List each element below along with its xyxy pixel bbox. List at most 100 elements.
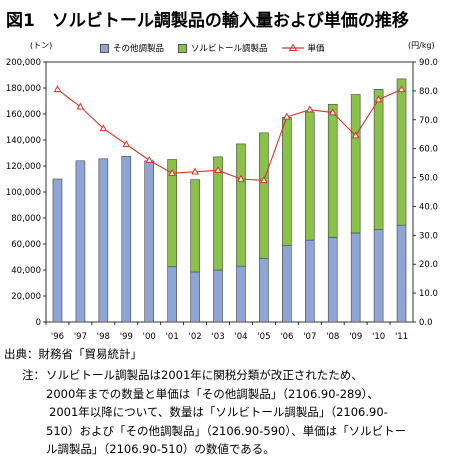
- left-axis-tick-label: 40,000: [11, 266, 41, 276]
- footnote-label: 注：: [22, 368, 45, 382]
- footnote-line: ソルビトール調製品は2001年に関税分類が改正されたため、: [46, 368, 363, 382]
- x-axis-tick-label: '00: [143, 332, 156, 342]
- unit-price-point: [145, 155, 154, 163]
- left-axis-tick-label: 160,000: [6, 110, 41, 120]
- unit-price-point: [282, 112, 291, 120]
- footnote-line: 510）および「その他調製品」（2106.90-590）、単価は「ソルビトー: [46, 423, 407, 438]
- x-axis-tick-label: '11: [395, 332, 408, 342]
- right-axis-tick-label: 40.0: [419, 202, 438, 212]
- unit-price-point: [237, 174, 245, 182]
- bar-sorbitol-preparations: [236, 143, 246, 267]
- x-axis-tick-label: '06: [280, 332, 293, 342]
- bar-other-preparations: [350, 232, 361, 323]
- unit-price-point: [260, 176, 268, 184]
- bar-other-preparations: [259, 257, 269, 323]
- unit-price-point: [328, 108, 337, 116]
- bar-other-preparations: [396, 224, 407, 323]
- footnote-body: ソルビトール調製品は2001年に関税分類が改正されたため、 2000年までの数量…: [46, 366, 444, 459]
- x-axis-tick-label: '99: [120, 332, 133, 342]
- legend: その他調製品 ソルビトール調製品 単価: [100, 42, 325, 54]
- x-axis-tick-label: '08: [326, 332, 339, 342]
- unit-price-point: [191, 167, 199, 175]
- bar-other-preparations: [304, 239, 315, 323]
- right-axis-tick-label: 50.0: [419, 174, 438, 184]
- unit-price-point: [374, 95, 383, 103]
- right-axis-tick-label: 70.0: [419, 116, 438, 126]
- x-axis-tick-label: '10: [372, 332, 385, 342]
- legend-swatch-sorbitol: [178, 43, 188, 53]
- unit-price-point: [351, 131, 360, 139]
- unit-price-line: [57, 88, 402, 182]
- unit-price-point: [76, 102, 85, 110]
- bar-other-preparations: [327, 237, 338, 323]
- left-axis-tick-label: 80,000: [11, 214, 41, 224]
- bar-other-preparations: [121, 155, 132, 323]
- left-axis-tick-label: 140,000: [6, 136, 41, 146]
- right-axis-tick-label: 80.0: [419, 87, 438, 97]
- bar-sorbitol-preparations: [190, 179, 200, 273]
- x-axis-tick-label: '01: [166, 332, 179, 342]
- x-axis-tick-label: '07: [303, 332, 316, 342]
- x-axis-tick-label: '05: [257, 332, 270, 342]
- left-axis-tick-label: 0: [36, 318, 41, 328]
- bar-other-preparations: [282, 245, 292, 323]
- bar-other-preparations: [373, 229, 384, 323]
- x-axis-tick-label: '09: [349, 332, 362, 342]
- left-axis-tick-label: 120,000: [6, 162, 41, 172]
- bar-sorbitol-preparations: [327, 103, 338, 238]
- unit-price-point: [99, 124, 108, 132]
- bar-sorbitol-preparations: [259, 132, 269, 259]
- bar-other-preparations: [52, 178, 63, 323]
- bar-sorbitol-preparations: [396, 78, 407, 226]
- x-axis-tick-label: '04: [234, 332, 247, 342]
- legend-label-other: その他調製品: [113, 44, 165, 54]
- left-axis-tick-label: 200,000: [6, 58, 41, 68]
- bar-other-preparations: [236, 265, 246, 323]
- legend-label-unit-price: 単価: [307, 44, 325, 54]
- x-axis-tick-label: '98: [97, 332, 110, 342]
- left-axis-tick-label: 100,000: [6, 188, 41, 198]
- bar-sorbitol-preparations: [304, 111, 315, 241]
- x-axis-tick-label: '02: [189, 332, 202, 342]
- chart-title: 図1 ソルビトール調製品の輸入量および単価の推移: [6, 11, 409, 31]
- legend-item-unit-price: 単価: [281, 42, 325, 54]
- left-axis-unit: (トン): [30, 41, 53, 50]
- bar-other-preparations: [98, 158, 109, 323]
- left-axis-tick-label: 180,000: [6, 84, 41, 94]
- footnote-line: 2000年までの数量と単価は「その他調製品」（2106.90-289）、: [46, 386, 379, 401]
- unit-price-point: [214, 166, 222, 174]
- unit-price-point: [168, 168, 177, 176]
- unit-price-point: [122, 140, 131, 148]
- x-axis-tick-label: '03: [211, 332, 224, 342]
- source-note: 出典：財務省「貿易統計」: [4, 347, 142, 361]
- bar-other-preparations: [167, 266, 177, 323]
- bar-sorbitol-preparations: [350, 94, 361, 234]
- unit-price-point: [397, 85, 406, 93]
- right-axis-tick-label: 30.0: [419, 231, 438, 241]
- bar-other-preparations: [75, 160, 86, 323]
- bar-sorbitol-preparations: [282, 116, 292, 246]
- footnote-line: ル調製品」（2106.90-510）の数値である。: [46, 442, 275, 456]
- legend-item-other: その他調製品: [100, 42, 164, 54]
- x-axis-tick-label: '97: [74, 332, 87, 342]
- right-axis-tick-label: 60.0: [419, 145, 438, 155]
- legend-item-sorbitol: ソルビトール調製品: [178, 42, 268, 54]
- bar-sorbitol-preparations: [373, 89, 384, 230]
- unit-price-point: [53, 85, 62, 93]
- right-axis-tick-label: 90.0: [419, 58, 438, 68]
- right-axis-unit: (円/kg): [408, 41, 435, 50]
- bar-other-preparations: [213, 269, 223, 323]
- legend-label-sorbitol: ソルビトール調製品: [191, 44, 268, 54]
- bar-other-preparations: [144, 160, 155, 323]
- right-axis-tick-label: 20.0: [419, 260, 438, 270]
- right-axis-tick-label: 0.0: [419, 318, 433, 328]
- bar-other-preparations: [190, 271, 200, 323]
- legend-line-marker: [281, 43, 304, 51]
- left-axis-tick-label: 20,000: [11, 292, 41, 302]
- unit-price-point: [305, 105, 314, 113]
- bar-sorbitol-preparations: [167, 159, 177, 268]
- left-axis-tick-label: 60,000: [11, 240, 41, 250]
- right-axis-tick-label: 10.0: [419, 289, 438, 299]
- x-axis-tick-label: '96: [51, 332, 64, 342]
- legend-swatch-other: [100, 43, 109, 53]
